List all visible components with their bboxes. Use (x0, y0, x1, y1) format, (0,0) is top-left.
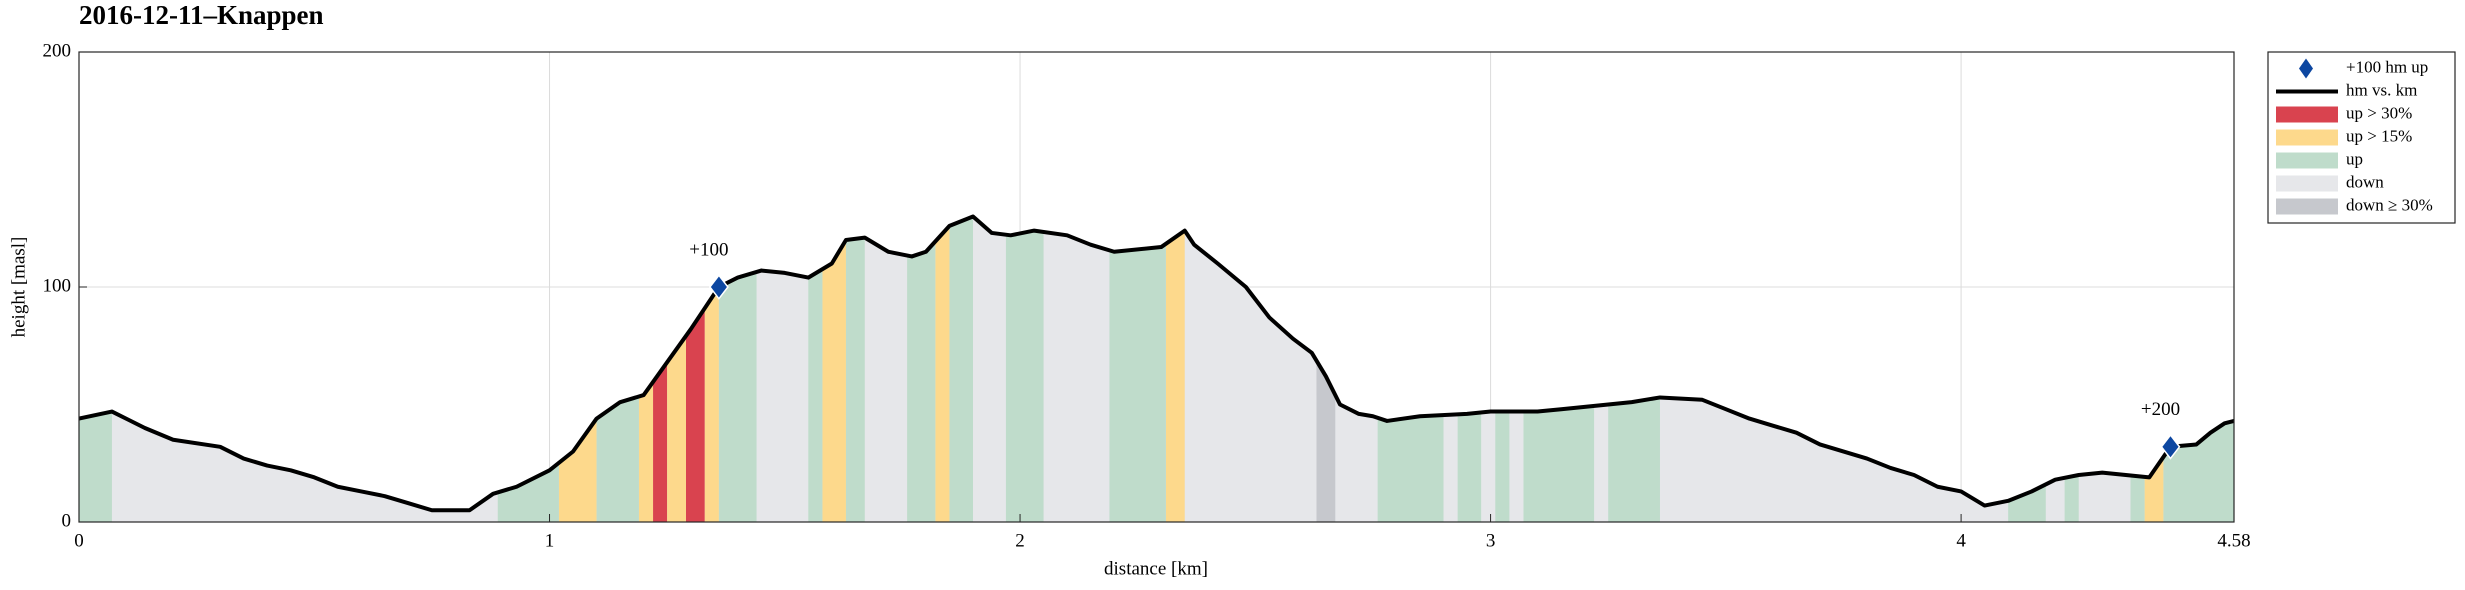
chart-title: 2016-12-11–Knappen (79, 0, 324, 30)
segment (667, 335, 686, 522)
segment (638, 381, 654, 522)
segment (2144, 456, 2164, 522)
segment (2130, 475, 2145, 522)
y-tick-label: 200 (43, 40, 72, 61)
segment (685, 308, 705, 522)
x-tick-label: 0 (74, 530, 84, 551)
segment (497, 462, 559, 522)
x-tick-label: 4 (1956, 530, 1966, 551)
segment (1165, 230, 1185, 522)
segment (2008, 484, 2046, 522)
legend-label: up > 15% (2346, 126, 2412, 145)
x-tick-label: 3 (1486, 530, 1496, 551)
segment (808, 269, 823, 522)
legend-swatch (2276, 198, 2338, 215)
legend-label: up (2346, 149, 2363, 168)
marker (2160, 433, 2181, 460)
legend-swatch (2276, 129, 2338, 146)
segment (1316, 360, 1336, 522)
profile-line (78, 214, 2235, 513)
segment (558, 418, 597, 522)
legend-label: hm vs. km (2346, 80, 2417, 99)
segment (935, 225, 950, 522)
segment (845, 237, 865, 522)
x-axis-label: distance [km] (1104, 558, 1208, 579)
x-tick-label: 1 (545, 530, 555, 551)
segment (653, 362, 668, 522)
x-tick-label: 4.58 (2217, 530, 2250, 551)
segment (1495, 411, 1510, 522)
marker-label: +100 (689, 239, 728, 260)
segment (1005, 230, 1044, 522)
legend-label: up > 30% (2346, 103, 2412, 122)
segment (1608, 397, 1660, 522)
segment (704, 287, 719, 522)
marker-label: +200 (2141, 399, 2180, 420)
legend-label: down ≥ 30% (2346, 195, 2433, 214)
segment (907, 241, 936, 522)
y-tick-label: 0 (62, 510, 72, 531)
legend-label: down (2346, 172, 2384, 191)
segment (1377, 415, 1444, 522)
segment (79, 411, 112, 522)
y-tick-label: 100 (43, 275, 72, 296)
segment (2163, 420, 2234, 522)
segment (949, 216, 973, 522)
segment (1523, 405, 1595, 522)
segment (822, 240, 846, 522)
marker (708, 274, 729, 300)
y-axis-label: height [masl] (8, 237, 29, 338)
legend-swatch (2276, 175, 2338, 192)
legend-label: +100 hm up (2346, 57, 2428, 76)
segment (718, 271, 757, 522)
legend-swatch (2276, 152, 2338, 169)
legend-swatch (2276, 106, 2338, 123)
segment (596, 396, 639, 522)
segment (1109, 243, 1166, 522)
x-tick-label: 2 (1015, 530, 1025, 551)
segment (2064, 475, 2079, 522)
legend-marker (2299, 58, 2313, 79)
segment (1457, 412, 1482, 522)
